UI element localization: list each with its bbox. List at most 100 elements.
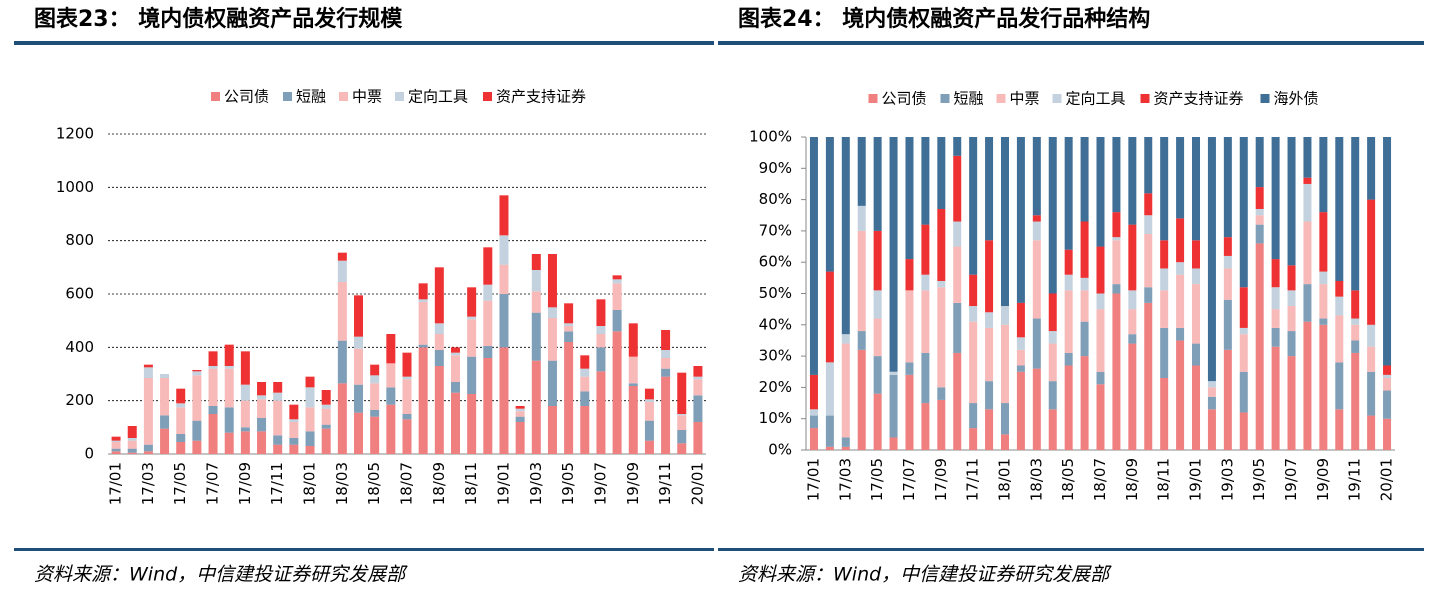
- x-tick-label: 19/05: [1250, 458, 1268, 501]
- bar-segment: [873, 318, 882, 357]
- bar-segment: [1223, 349, 1232, 450]
- bar-segment: [434, 350, 444, 366]
- legend-label: 公司债: [224, 88, 269, 106]
- bar-segment: [1383, 365, 1392, 375]
- bar-segment: [1000, 306, 1009, 325]
- bar-segment: [937, 287, 946, 388]
- bar-segment: [580, 391, 590, 406]
- bar-segment: [1192, 268, 1201, 285]
- bar-segment: [1144, 287, 1153, 303]
- bar-segment: [434, 323, 444, 334]
- bar-segment: [953, 246, 962, 303]
- bar-segment: [857, 230, 866, 332]
- bar-segment: [305, 407, 315, 432]
- bar-segment: [1064, 352, 1073, 366]
- bar-segment: [1048, 137, 1057, 294]
- bar-segment: [985, 312, 994, 328]
- bar-segment: [1383, 374, 1392, 379]
- bar-segment: [1096, 371, 1105, 385]
- bar-segment: [564, 303, 574, 324]
- bar-segment: [176, 388, 186, 404]
- bar-segment: [905, 259, 914, 291]
- bar-segment: [127, 452, 137, 454]
- bar-segment: [1271, 287, 1280, 310]
- bar-segment: [677, 372, 687, 414]
- x-tick-label: 17/11: [268, 462, 286, 505]
- y-tick-label: 60%: [759, 253, 792, 271]
- bar-segment: [596, 299, 606, 326]
- bar-segment: [1080, 356, 1089, 450]
- bar-segment: [921, 137, 930, 225]
- bar-segment: [596, 326, 606, 334]
- bar-segment: [1176, 218, 1185, 263]
- bar-segment: [289, 444, 299, 454]
- bar-segment: [208, 368, 218, 406]
- y-tick-label: 0%: [768, 441, 792, 459]
- bar-segment: [1271, 346, 1280, 450]
- x-tick-label: 17/01: [804, 458, 822, 501]
- bar-segment: [677, 443, 687, 454]
- bar-segment: [515, 408, 525, 412]
- bar-segment: [450, 352, 460, 356]
- y-tick-label: 0: [84, 445, 94, 463]
- bar-segment: [953, 221, 962, 247]
- bar-segment: [564, 323, 574, 326]
- bar-segment: [905, 290, 914, 363]
- bar-segment: [644, 388, 654, 400]
- x-tick-label: 18/11: [462, 462, 480, 505]
- bar-segment: [921, 352, 930, 404]
- bar-segment: [192, 371, 202, 376]
- x-tick-label: 19/01: [494, 462, 512, 505]
- legend-label: 中票: [1010, 90, 1040, 108]
- bar-segment: [1351, 340, 1360, 353]
- bar-segment: [1176, 327, 1185, 341]
- bar-segment: [1223, 255, 1232, 269]
- bar-segment: [1303, 183, 1312, 222]
- bar-segment: [1207, 396, 1216, 410]
- bar-segment: [841, 437, 850, 447]
- bar-segment: [305, 446, 315, 454]
- bar-segment: [969, 274, 978, 307]
- bar-segment: [531, 270, 541, 292]
- bar-segment: [1064, 365, 1073, 450]
- bar-segment: [596, 334, 606, 348]
- bar-segment: [1367, 199, 1376, 325]
- bar-segment: [111, 436, 121, 441]
- bar-segment: [1048, 343, 1057, 382]
- bar-segment: [1112, 240, 1121, 285]
- source: 资料来源：Wind，中信建投证券研究发展部: [738, 564, 1112, 586]
- bar-segment: [127, 438, 137, 441]
- bar-segment: [580, 368, 590, 377]
- bar-segment: [953, 155, 962, 222]
- bar-segment: [889, 137, 898, 372]
- bar-segment: [337, 260, 347, 282]
- bar-segment: [873, 356, 882, 394]
- bar-segment: [1064, 137, 1073, 250]
- bar-segment: [985, 240, 994, 313]
- x-tick-label: 18/03: [1027, 458, 1045, 501]
- bar-segment: [1367, 137, 1376, 200]
- bar-segment: [1016, 371, 1025, 450]
- bar-segment: [677, 415, 687, 430]
- bar-segment: [467, 287, 477, 317]
- bar-segment: [937, 280, 946, 288]
- bar-segment: [809, 374, 818, 410]
- bar-segment: [1064, 274, 1073, 291]
- bar-segment: [889, 437, 898, 450]
- bar-segment: [1335, 296, 1344, 316]
- bar-segment: [905, 137, 914, 260]
- x-tick-label: 18/05: [1059, 458, 1077, 501]
- bar-segment: [1383, 390, 1392, 419]
- x-tick-label: 19/05: [559, 462, 577, 505]
- bar-segment: [531, 312, 541, 361]
- bar-segment: [273, 435, 283, 445]
- bar-segment: [127, 448, 137, 453]
- bar-segment: [580, 355, 590, 369]
- x-tick-label: 19/11: [656, 462, 674, 505]
- bar-segment: [612, 275, 622, 280]
- bar-segment: [208, 406, 218, 414]
- bar-segment: [321, 428, 331, 454]
- bar-segment: [257, 395, 267, 400]
- bar-segment: [450, 382, 460, 393]
- bar-segment: [192, 375, 202, 421]
